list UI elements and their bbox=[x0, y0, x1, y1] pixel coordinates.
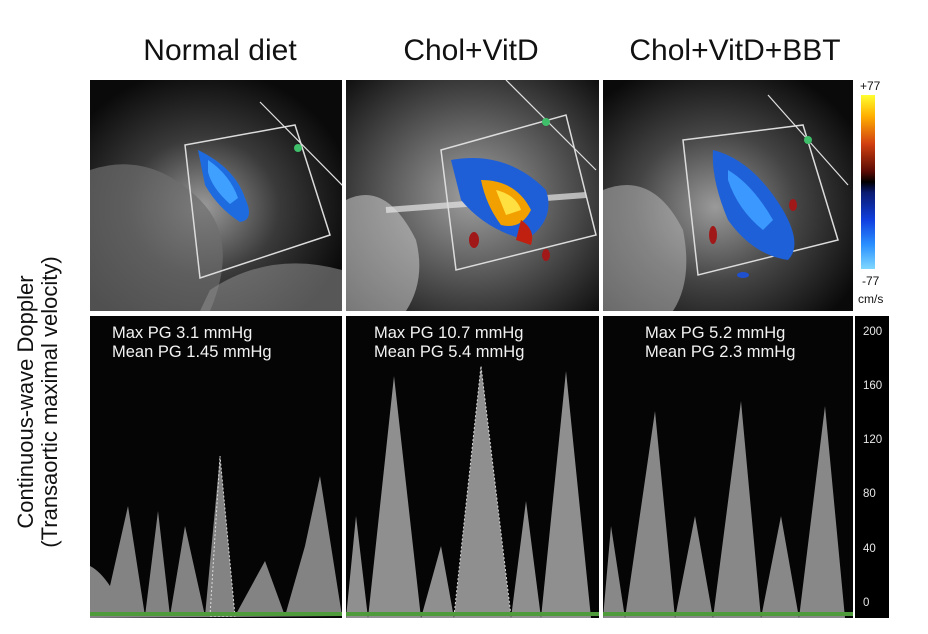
velocity-tick: 200 bbox=[863, 326, 883, 338]
color-scale-bar bbox=[861, 95, 875, 269]
echo-image-chol-vitd-graphic bbox=[346, 80, 599, 311]
color-scale-max-label: +77 bbox=[860, 79, 881, 93]
doppler-spectrum-chol-vitd: Max PG 10.7 mmHg Mean PG 5.4 mmHg bbox=[346, 316, 599, 618]
velocity-tick: 0 bbox=[863, 597, 870, 609]
doppler-spectrum-chol-vitd-graphic bbox=[346, 365, 591, 618]
doppler-spectrum-normal-diet: Max PG 3.1 mmHg Mean PG 1.45 mmHg bbox=[90, 316, 342, 618]
max-pg-chol-vitd: Max PG 10.7 mmHg bbox=[374, 324, 524, 342]
echo-image-normal-diet-graphic bbox=[90, 80, 342, 311]
velocity-tick: 160 bbox=[863, 380, 883, 392]
baseline-chol-vitd-bbt bbox=[603, 612, 853, 616]
color-scale-min-label: -77 bbox=[862, 274, 880, 288]
mean-pg-chol-vitd-bbt: Mean PG 2.3 mmHg bbox=[645, 343, 796, 361]
doppler-axis-label-line1: Continuous-wave Doppler bbox=[13, 275, 38, 529]
mean-pg-chol-vitd: Mean PG 5.4 mmHg bbox=[374, 343, 525, 361]
velocity-tick: 80 bbox=[863, 488, 876, 500]
color-scale-unit-label: cm/s bbox=[858, 292, 884, 306]
echo-image-chol-vitd bbox=[346, 80, 599, 311]
column-title-chol-vitd-bbt: Chol+VitD+BBT bbox=[629, 34, 841, 67]
velocity-tick: 120 bbox=[863, 434, 883, 446]
doppler-spectrum-normal-diet-graphic bbox=[90, 455, 342, 618]
echo-image-normal-diet bbox=[90, 80, 342, 311]
column-title-normal-diet: Normal diet bbox=[143, 34, 297, 67]
baseline-chol-vitd bbox=[346, 612, 599, 616]
velocity-tick: 40 bbox=[863, 543, 876, 555]
doppler-axis-label: Continuous-wave Doppler (Transaortic max… bbox=[13, 192, 62, 612]
doppler-spectrum-chol-vitd-bbt: Max PG 5.2 mmHg Mean PG 2.3 mmHg bbox=[603, 316, 853, 618]
echo-image-chol-vitd-bbt-graphic bbox=[603, 80, 853, 311]
velocity-scale-strip bbox=[855, 316, 889, 618]
mean-pg-normal-diet: Mean PG 1.45 mmHg bbox=[112, 343, 272, 361]
max-pg-chol-vitd-bbt: Max PG 5.2 mmHg bbox=[645, 324, 786, 342]
doppler-spectrum-chol-vitd-bbt-graphic bbox=[603, 401, 845, 618]
echo-image-chol-vitd-bbt bbox=[603, 80, 853, 311]
max-pg-normal-diet: Max PG 3.1 mmHg bbox=[112, 324, 253, 342]
column-title-chol-vitd: Chol+VitD bbox=[403, 34, 539, 67]
baseline-normal-diet bbox=[90, 612, 342, 616]
doppler-axis-label-line2: (Transaortic maximal velocity) bbox=[37, 256, 62, 548]
